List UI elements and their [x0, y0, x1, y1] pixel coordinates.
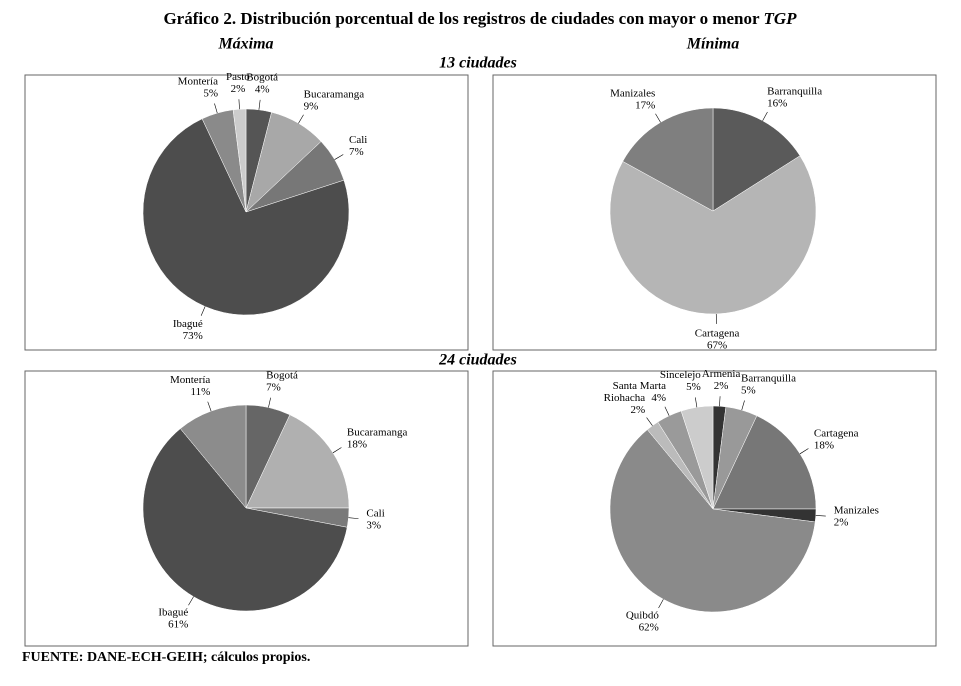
- slice-value-label: 61%: [168, 619, 188, 631]
- leader-line: [268, 397, 271, 408]
- pie-slice: [609, 429, 816, 613]
- slice-label: Bogotá: [266, 370, 298, 382]
- slice-label: Cali: [349, 134, 367, 146]
- slice-value-label: 17%: [635, 99, 655, 111]
- leader-line: [298, 114, 304, 124]
- leader-line: [646, 417, 653, 426]
- slice-value-label: 5%: [741, 385, 756, 397]
- slice-value-label: 4%: [255, 84, 270, 96]
- slice-label: Manizales: [834, 505, 879, 517]
- slice-value-label: 16%: [767, 97, 787, 109]
- pie-slice: [712, 415, 817, 510]
- row-header: 24 ciudades: [438, 352, 517, 369]
- slice-value-label: 2%: [714, 380, 729, 392]
- panel: [24, 74, 469, 351]
- slice-label: Cali: [366, 508, 384, 520]
- panel: [492, 370, 937, 647]
- panel: [492, 74, 937, 351]
- slice-value-label: 73%: [183, 330, 203, 342]
- leader-line: [695, 397, 698, 408]
- source: FUENTE: DANE-ECH-GEIH; cálculos propios.: [22, 650, 310, 665]
- slice-value-label: 11%: [191, 386, 211, 398]
- slice-value-label: 2%: [834, 517, 849, 529]
- title-text: Gráfico 2. Distribución porcentual de lo…: [163, 9, 760, 28]
- slice-label: Pasto: [226, 71, 250, 83]
- pie-slice: [609, 155, 817, 315]
- slice-label: Cartagena: [814, 427, 859, 439]
- pie-slice: [142, 428, 348, 612]
- slice-value-label: 67%: [707, 339, 727, 351]
- column-header: Mínima: [686, 36, 739, 53]
- leader-line: [207, 401, 212, 412]
- slice-value-label: 7%: [266, 382, 281, 394]
- row-header: 13 ciudades: [439, 55, 517, 72]
- slice-label: Bucaramanga: [347, 426, 408, 438]
- slice-value-label: 5%: [203, 88, 218, 100]
- leader-line: [238, 99, 240, 110]
- leader-line: [762, 111, 768, 121]
- leader-line: [258, 99, 261, 110]
- leader-line: [815, 515, 826, 517]
- column-header: Máxima: [217, 36, 273, 53]
- slice-label: Bucaramanga: [304, 88, 365, 100]
- leader-line: [741, 400, 745, 411]
- leader-line: [655, 113, 661, 123]
- pie-slice: [245, 414, 350, 509]
- slice-value-label: 62%: [639, 622, 659, 634]
- slice-label: Armenia: [702, 368, 741, 380]
- leader-line: [799, 448, 809, 455]
- title-italic: TGP: [763, 9, 797, 28]
- leader-line: [348, 517, 359, 519]
- slice-label: Manizales: [610, 87, 655, 99]
- slice-value-label: 4%: [651, 392, 666, 404]
- slice-label: Barranquilla: [741, 373, 796, 385]
- leader-line: [200, 306, 206, 316]
- leader-line: [214, 103, 218, 114]
- slice-value-label: 9%: [304, 100, 319, 112]
- slice-label: Montería: [178, 76, 218, 88]
- leader-line: [334, 154, 344, 160]
- slice-value-label: 2%: [231, 83, 246, 95]
- pie-slice: [179, 404, 247, 509]
- leader-line: [719, 396, 721, 407]
- leader-line: [664, 406, 670, 416]
- slice-label: Santa Marta: [613, 380, 667, 392]
- slice-value-label: 18%: [347, 438, 367, 450]
- slice-value-label: 2%: [631, 404, 646, 416]
- leader-line: [332, 447, 342, 454]
- slice-value-label: 18%: [814, 439, 834, 451]
- panel: [24, 370, 469, 647]
- slice-label: Sincelejo: [660, 369, 701, 381]
- slice-value-label: 3%: [366, 520, 381, 532]
- slice-label: Ibagué: [158, 607, 188, 619]
- slice-label: Bogotá: [246, 72, 278, 84]
- slice-label: Montería: [170, 374, 210, 386]
- leader-line: [188, 596, 194, 606]
- slice-label: Quibdó: [626, 610, 660, 622]
- pie-slice: [712, 107, 801, 212]
- slice-value-label: 7%: [349, 146, 364, 158]
- slice-label: Riohacha: [604, 392, 646, 404]
- slice-label: Cartagena: [695, 327, 740, 339]
- leader-line: [658, 599, 664, 609]
- slice-label: Barranquilla: [767, 85, 822, 97]
- slice-value-label: 5%: [686, 381, 701, 393]
- slice-label: Ibagué: [173, 318, 203, 330]
- title: Gráfico 2. Distribución porcentual de lo…: [163, 9, 797, 28]
